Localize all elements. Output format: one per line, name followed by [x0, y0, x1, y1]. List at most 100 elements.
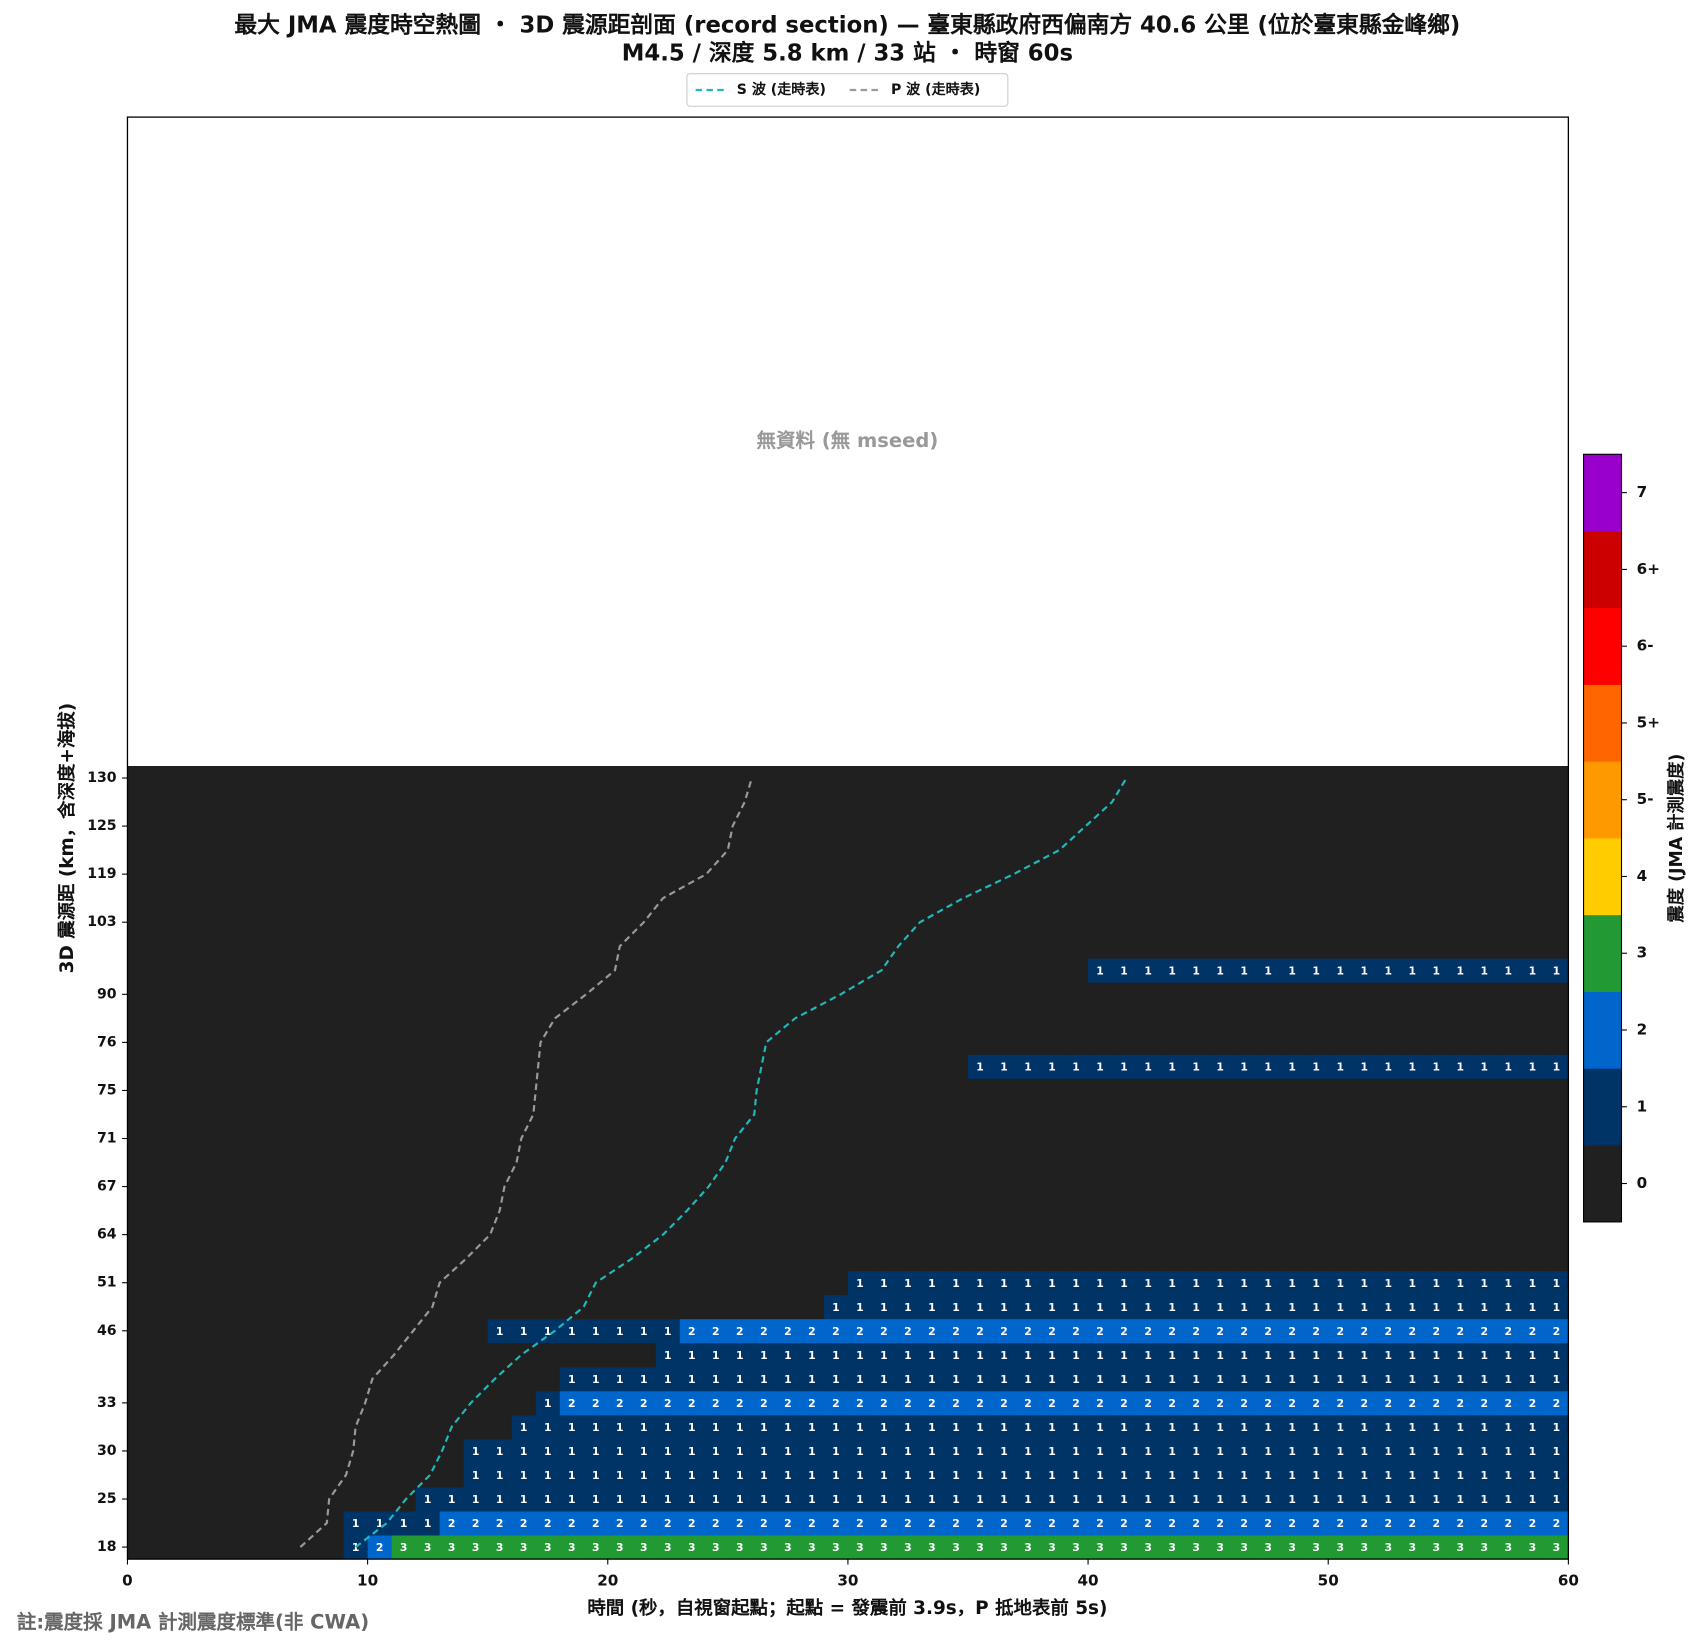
heat-cell — [992, 1486, 1017, 1512]
heat-cell — [271, 1054, 296, 1079]
heat-cell — [1520, 1126, 1545, 1151]
heat-cell — [535, 1054, 561, 1079]
heat-cell — [1232, 1318, 1257, 1344]
heat-cell — [487, 1150, 513, 1175]
heat-cell — [1280, 1342, 1305, 1368]
cell-label: 2 — [952, 1397, 960, 1410]
heat-cell — [271, 1150, 296, 1175]
cell-label: 1 — [1529, 1277, 1537, 1290]
heat-cell — [919, 790, 945, 815]
heat-cell — [1352, 1486, 1377, 1512]
cell-label: 1 — [1409, 1469, 1417, 1482]
heat-cell — [775, 1054, 801, 1079]
legend: S 波 (走時表) P 波 (走時表) — [686, 73, 1009, 107]
heat-cell — [367, 1054, 393, 1079]
cell-label: 1 — [1288, 1445, 1296, 1458]
heat-cell — [1496, 1294, 1521, 1320]
heat-cell — [895, 1390, 921, 1416]
heat-cell — [1520, 1486, 1545, 1512]
cell-label: 1 — [1384, 1277, 1392, 1290]
heat-cell — [1328, 1270, 1353, 1296]
cell-label: 1 — [616, 1325, 624, 1338]
heat-cell — [1088, 1006, 1113, 1031]
heat-cell — [127, 1462, 152, 1488]
cell-label: 1 — [1168, 1373, 1176, 1386]
cell-label: 1 — [760, 1373, 768, 1386]
heat-cell — [1256, 1294, 1281, 1320]
cell-label: 3 — [1409, 1541, 1417, 1554]
heat-cell — [967, 1054, 993, 1079]
heat-cell — [1448, 814, 1473, 839]
heat-cell — [367, 1030, 393, 1055]
heat-cell — [1520, 1511, 1545, 1536]
heat-cell — [655, 934, 681, 959]
cell-label: 1 — [1384, 1493, 1392, 1506]
cell-label: 1 — [1024, 1493, 1032, 1506]
heat-cell — [1184, 1318, 1209, 1344]
heat-cell — [151, 1486, 176, 1512]
cell-label: 1 — [568, 1325, 576, 1338]
heat-cell — [1160, 1126, 1185, 1151]
cell-label: 2 — [736, 1325, 744, 1338]
heat-cell — [967, 814, 993, 839]
cell-label: 2 — [1240, 1517, 1248, 1530]
cell-label: 1 — [904, 1277, 912, 1290]
heat-cell — [1280, 1462, 1305, 1488]
heat-cell — [1304, 1414, 1329, 1440]
heat-cell — [487, 1246, 513, 1272]
heat-cell — [1280, 1486, 1305, 1512]
cell-label: 1 — [832, 1493, 840, 1506]
cell-label: 1 — [880, 1421, 888, 1434]
heat-cell — [1256, 1030, 1281, 1055]
cell-label: 1 — [1312, 1469, 1320, 1482]
cell-label: 1 — [1024, 1060, 1032, 1073]
heat-cell — [1352, 934, 1377, 959]
heat-cell — [1184, 910, 1209, 935]
heat-cell — [895, 1486, 921, 1512]
heat-cell — [391, 1270, 417, 1296]
heat-cell — [583, 814, 609, 839]
heat-cell — [199, 1486, 224, 1512]
heat-cell — [439, 1174, 465, 1200]
heat-cell — [175, 982, 200, 1007]
heat-cell — [151, 1150, 176, 1175]
cell-label: 1 — [1505, 1493, 1513, 1506]
cell-label: 1 — [1192, 1469, 1200, 1482]
heat-cell — [295, 1102, 321, 1127]
heat-cell — [319, 1198, 345, 1224]
heat-cell — [943, 765, 969, 791]
heat-cell — [1304, 982, 1329, 1007]
heat-cell — [775, 838, 801, 863]
cell-label: 1 — [1409, 1421, 1417, 1434]
heat-cell — [463, 1486, 489, 1512]
heat-cell — [847, 1102, 873, 1127]
heat-cell — [1256, 1102, 1281, 1127]
heat-cell — [703, 1294, 729, 1320]
heat-cell — [1496, 1006, 1521, 1031]
heat-cell — [343, 1342, 369, 1368]
heat-cell — [1448, 1294, 1473, 1320]
heat-cell — [343, 862, 369, 887]
heat-cell — [1040, 1246, 1065, 1272]
heat-cell — [127, 1414, 152, 1440]
cell-label: 2 — [784, 1397, 792, 1410]
heat-cell — [175, 1102, 200, 1127]
cell-label: 3 — [952, 1541, 960, 1554]
heat-cell — [247, 1438, 272, 1464]
cell-label: 3 — [1168, 1541, 1176, 1554]
heat-cell — [992, 1222, 1017, 1248]
heat-cell — [247, 862, 272, 887]
cell-label: 1 — [1481, 1301, 1489, 1314]
heat-cell — [1376, 1150, 1401, 1175]
heat-cell — [1496, 1486, 1521, 1512]
heat-cell — [415, 1246, 441, 1272]
cell-label: 2 — [1168, 1325, 1176, 1338]
heat-cell — [727, 1174, 753, 1200]
cell-label: 1 — [1192, 1277, 1200, 1290]
heat-cell — [319, 1006, 345, 1031]
heat-cell — [223, 862, 248, 887]
cell-label: 1 — [808, 1421, 816, 1434]
cell-label: 1 — [1481, 1421, 1489, 1434]
heat-cell — [1520, 886, 1545, 911]
heat-cell — [919, 1535, 945, 1560]
